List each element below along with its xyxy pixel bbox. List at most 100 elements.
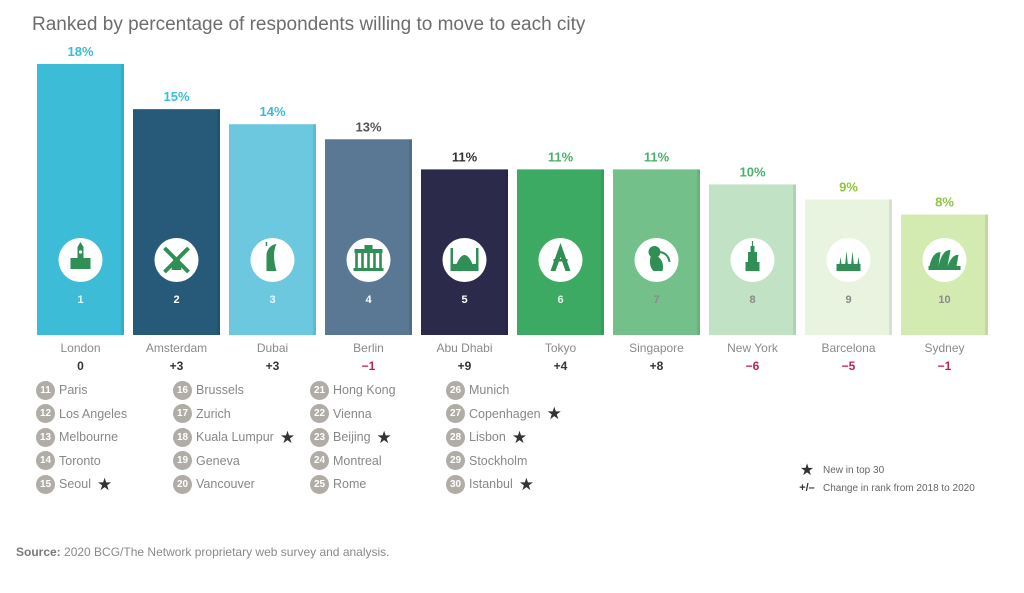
bar-shade (985, 214, 988, 335)
rank-badge: 11 (36, 380, 55, 400)
rank-number: 3 (269, 294, 275, 306)
rank-badge: 21 (310, 380, 329, 400)
list-item: 18 Kuala Lumpur ★ (173, 427, 295, 447)
list-item: 25 Rome (310, 474, 366, 494)
chart-title: Ranked by percentage of respondents will… (32, 14, 586, 35)
rank-badge: 17 (173, 404, 192, 423)
rank-change-label: −5 (842, 359, 856, 373)
bar-shade (601, 169, 604, 335)
value-label: 13% (355, 119, 381, 134)
rank-number: 10 (938, 294, 950, 306)
opera-house-icon (928, 249, 961, 270)
category-label: Amsterdam (146, 341, 207, 355)
city-name: Brussels (196, 383, 244, 397)
empire-state-icon (745, 241, 760, 271)
city-name: Kuala Lumpur (196, 430, 274, 444)
rank-change-label: −1 (362, 359, 376, 373)
bar-shade (121, 64, 124, 335)
rank-badge: 27 (446, 404, 465, 423)
city-name: Geneva (196, 453, 240, 468)
rank-badge: 26 (446, 380, 465, 400)
rank-change-label: 0 (77, 359, 84, 373)
rank-badge: 19 (173, 451, 192, 470)
big-ben-icon (70, 242, 91, 269)
city-name: Lisbon (469, 430, 506, 444)
category-label: New York (727, 341, 779, 355)
star-icon: ★ (279, 427, 296, 447)
rank-number: 4 (365, 294, 372, 306)
rank-number: 2 (173, 294, 179, 306)
brandenburg-gate-icon (353, 245, 384, 271)
sagrada-familia-icon (836, 251, 861, 271)
city-name: Copenhagen (469, 406, 541, 421)
star-icon: ★ (96, 474, 113, 494)
list-item: 11 Paris (36, 380, 87, 400)
category-label: Sydney (924, 341, 964, 355)
value-label: 8% (935, 195, 954, 210)
rank-badge: 23 (310, 427, 329, 447)
tokyo-tower-icon (550, 243, 571, 271)
list-item: 30 Istanbul ★ (446, 474, 534, 494)
rank-badge: 25 (310, 474, 329, 494)
list-item: 15 Seoul ★ (36, 474, 112, 494)
source-note: Source: 2020 BCG/The Network proprietary… (16, 545, 390, 559)
category-label: Singapore (629, 341, 684, 355)
city-name: Zurich (196, 406, 231, 421)
list-item: 17 Zurich (173, 404, 231, 424)
star-icon: ★ (799, 462, 815, 479)
star-icon: ★ (518, 474, 535, 494)
rank-change-label: −1 (938, 359, 952, 373)
city-name: Munich (469, 383, 510, 397)
category-label: Barcelona (821, 341, 875, 355)
value-label: 11% (452, 149, 478, 164)
list-item: 28 Lisbon ★ (446, 427, 527, 447)
source-text: 2020 BCG/The Network proprietary web sur… (60, 545, 390, 559)
rank-badge: 20 (173, 474, 192, 494)
rank-badge: 29 (446, 451, 465, 470)
city-name: Los Angeles (59, 406, 128, 421)
list-item: 20 Vancouver (173, 474, 255, 494)
value-label: 15% (163, 89, 189, 104)
list-item: 27 Copenhagen ★ (446, 404, 562, 424)
bar-london (37, 64, 124, 335)
city-name: Seoul (59, 477, 91, 491)
bar-chart: 18% 1 London 0 15% 2 Amsterdam +3 14% 3 Dubai +3 13%… (37, 44, 988, 373)
bar-shade (697, 169, 700, 335)
list-item: 21 Hong Kong (310, 380, 396, 400)
value-label: 11% (644, 149, 670, 164)
bar-shade (889, 199, 892, 335)
legend-new-in-top30: ★ New in top 30 (795, 460, 884, 480)
rank-badge: 24 (310, 451, 329, 470)
category-label: London (60, 341, 100, 355)
rank-number: 9 (845, 294, 851, 306)
source-label: Source: (16, 545, 61, 559)
rank-change-label: +9 (458, 359, 472, 373)
rank-number: 1 (77, 294, 83, 306)
rank-change-label: +8 (650, 359, 664, 373)
legend-change-symbol: +/– (799, 482, 815, 494)
list-item: 22 Vienna (310, 404, 372, 424)
list-item: 16 Brussels (173, 380, 244, 400)
city-name: Istanbul (469, 477, 513, 491)
value-label: 11% (548, 149, 574, 164)
value-label: 10% (739, 164, 765, 179)
legend-rank-change: +/– Change in rank from 2018 to 2020 (795, 482, 975, 494)
city-name: Toronto (59, 453, 101, 468)
category-label: Abu Dhabi (436, 341, 492, 355)
city-name: Stockholm (469, 453, 528, 468)
burj-al-arab-icon (265, 242, 277, 271)
rank-number: 8 (749, 294, 755, 306)
bar-shade (313, 124, 316, 335)
bar-shade (409, 139, 412, 335)
value-label: 14% (259, 104, 285, 119)
windmill-icon (163, 246, 190, 274)
city-name: Paris (59, 383, 88, 397)
bar-amsterdam (133, 109, 220, 336)
list-item: 14 Toronto (36, 451, 101, 471)
city-name: Vancouver (196, 477, 255, 491)
grand-mosque-icon (450, 248, 479, 271)
city-name: Rome (333, 477, 367, 491)
city-name: Montreal (333, 453, 382, 468)
category-label: Tokyo (545, 341, 577, 355)
star-icon: ★ (546, 404, 562, 423)
